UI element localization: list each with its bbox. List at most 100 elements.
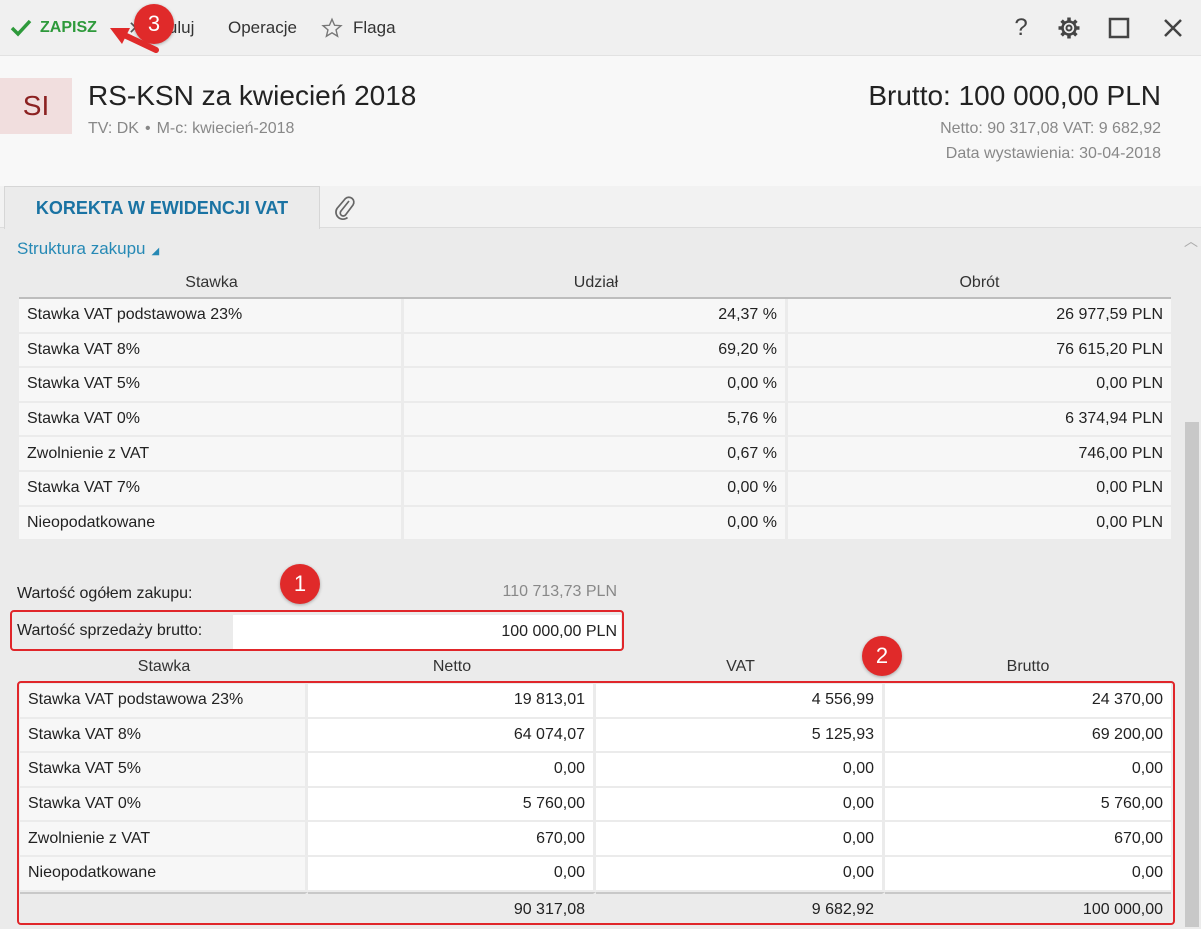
annotation-badge-3: 3	[134, 4, 174, 44]
brutto-cell[interactable]: 670,00	[885, 822, 1171, 857]
table-row[interactable]: Stawka VAT 5% 0,00 0,00 0,00	[20, 753, 1171, 788]
brutto-cell[interactable]: 69 200,00	[885, 718, 1171, 754]
column-header[interactable]: Netto	[432, 658, 472, 675]
tv-label: TV: DK	[88, 120, 139, 137]
share-cell: 0,00 %	[404, 471, 788, 507]
table-row[interactable]: Stawka VAT 8% 69,20 % 76 615,20 PLN	[19, 333, 1171, 369]
column-header[interactable]: Stawka	[19, 269, 404, 299]
turnover-cell: 0,00 PLN	[788, 506, 1171, 542]
collapse-triangle-icon: ◢	[151, 246, 160, 257]
column-header[interactable]: Udział	[404, 269, 788, 299]
table-row[interactable]: Zwolnienie z VAT 0,67 % 746,00 PLN	[19, 437, 1171, 472]
month-label: M-c: kwiecień-2018	[156, 120, 295, 137]
maximize-icon[interactable]	[1104, 14, 1134, 42]
table-row[interactable]: Stawka VAT 0% 5,76 % 6 374,94 PLN	[19, 402, 1171, 438]
close-window-icon[interactable]	[1158, 14, 1188, 42]
brutto-cell[interactable]: 0,00	[885, 753, 1171, 788]
brutto-cell[interactable]: 5 760,00	[885, 787, 1171, 823]
purchase-structure-table: Stawka Udział Obrót Stawka VAT podstawow…	[19, 269, 1171, 542]
table-row[interactable]: Stawka VAT podstawowa 23% 19 813,01 4 556,…	[20, 684, 1171, 719]
annotation-badge-2: 2	[862, 636, 902, 676]
turnover-cell: 0,00 PLN	[788, 471, 1171, 507]
table-row[interactable]: Nieopodatkowane 0,00 % 0,00 PLN	[19, 506, 1171, 542]
section-title: Struktura zakupu	[17, 239, 146, 258]
brutto-cell[interactable]: 24 370,00	[885, 684, 1171, 719]
vat-total: 9 682,92	[596, 891, 885, 924]
netto-vat-summary: Netto: 90 317,08 VAT: 9 682,92	[940, 120, 1161, 137]
vat-breakdown-table: Stawka Netto VAT Brutto Stawka VAT podst…	[20, 650, 1171, 924]
scroll-up-icon[interactable]: ︿	[1184, 233, 1198, 249]
section-toggle-purchase-structure[interactable]: Struktura zakupu ◢	[17, 239, 159, 259]
brutto-total: Brutto: 100 000,00 PLN	[868, 80, 1161, 111]
table-header-row: Stawka Netto VAT Brutto	[20, 650, 1171, 684]
netto-cell[interactable]: 0,00	[308, 856, 596, 892]
rate-cell: Stawka VAT 5%	[19, 368, 404, 403]
column-header[interactable]: Obrót	[788, 269, 1171, 299]
netto-cell[interactable]: 5 760,00	[308, 787, 596, 823]
brutto-cell[interactable]: 0,00	[885, 856, 1171, 892]
rate-cell: Stawka VAT 0%	[19, 402, 404, 438]
gear-icon[interactable]	[1054, 14, 1084, 42]
vat-cell[interactable]: 0,00	[596, 753, 885, 788]
share-cell: 5,76 %	[404, 402, 788, 438]
page-title: RS-KSN za kwiecień 2018	[88, 80, 417, 111]
rate-cell: Nieopodatkowane	[20, 856, 308, 892]
rate-cell: Stawka VAT 0%	[20, 787, 308, 823]
highlight-box-sales	[10, 610, 624, 651]
netto-cell[interactable]: 0,00	[308, 753, 596, 788]
column-header[interactable]: Brutto	[1006, 658, 1050, 675]
table-row[interactable]: Zwolnienie z VAT 670,00 0,00 670,00	[20, 822, 1171, 857]
totals-label-cell	[20, 891, 308, 924]
vat-cell[interactable]: 0,00	[596, 787, 885, 823]
rate-cell: Zwolnienie z VAT	[19, 437, 404, 472]
share-cell: 0,67 %	[404, 437, 788, 472]
tab-vat-correction[interactable]: KOREKTA W EWIDENCJI VAT	[4, 186, 320, 229]
avatar: SI	[0, 78, 72, 134]
table-row[interactable]: Stawka VAT 8% 64 074,07 5 125,93 69 200,00	[20, 718, 1171, 754]
table-row[interactable]: Nieopodatkowane 0,00 0,00 0,00	[20, 856, 1171, 892]
total-purchase-label: Wartość ogółem zakupu:	[17, 585, 193, 602]
tab-attachments[interactable]	[330, 194, 360, 222]
turnover-cell: 6 374,94 PLN	[788, 402, 1171, 438]
turnover-cell: 0,00 PLN	[788, 368, 1171, 403]
sales-gross-field[interactable]: 100 000,00 PLN	[233, 615, 621, 649]
netto-cell[interactable]: 64 074,07	[308, 718, 596, 754]
flag-button[interactable]: Flaga	[321, 16, 396, 40]
table-row[interactable]: Stawka VAT 0% 5 760,00 0,00 5 760,00	[20, 787, 1171, 823]
rate-cell: Zwolnienie z VAT	[20, 822, 308, 857]
vat-cell[interactable]: 0,00	[596, 856, 885, 892]
save-button[interactable]: ZAPISZ	[10, 16, 97, 40]
operations-menu[interactable]: Operacje	[228, 16, 297, 40]
share-cell: 24,37 %	[404, 299, 788, 334]
help-icon[interactable]: ?	[1014, 14, 1028, 41]
column-header[interactable]: VAT	[726, 658, 755, 675]
checkmark-icon	[10, 19, 32, 37]
highlight-box-vat-table	[17, 681, 1175, 925]
star-icon	[321, 17, 343, 38]
rate-cell: Stawka VAT 8%	[20, 718, 308, 754]
document-subtitle: TV: DK • M-c: kwiecień-2018	[88, 120, 295, 137]
vat-cell[interactable]: 0,00	[596, 822, 885, 857]
annotation-arrow-icon	[110, 28, 159, 53]
sales-gross-label: Wartość sprzedaży brutto:	[17, 622, 203, 639]
totals-row: 90 317,08 9 682,92 100 000,00	[20, 891, 1171, 924]
column-header[interactable]: Stawka	[137, 658, 191, 675]
table-row[interactable]: Stawka VAT podstawowa 23% 24,37 % 26 977,5…	[19, 299, 1171, 334]
rate-cell: Stawka VAT 8%	[19, 333, 404, 369]
netto-total: 90 317,08	[308, 891, 596, 924]
netto-cell[interactable]: 670,00	[308, 822, 596, 857]
scrollbar-thumb[interactable]	[1185, 422, 1199, 927]
paperclip-icon	[335, 196, 355, 220]
toolbar: ZAPISZ ✕ Anuluj Operacje Flaga ?	[0, 0, 1201, 56]
vat-cell[interactable]: 4 556,99	[596, 684, 885, 719]
table-row[interactable]: Stawka VAT 5% 0,00 % 0,00 PLN	[19, 368, 1171, 403]
netto-cell[interactable]: 19 813,01	[308, 684, 596, 719]
rate-cell: Nieopodatkowane	[19, 506, 404, 542]
turnover-cell: 746,00 PLN	[788, 437, 1171, 472]
rate-cell: Stawka VAT 7%	[19, 471, 404, 507]
table-row[interactable]: Stawka VAT 7% 0,00 % 0,00 PLN	[19, 471, 1171, 507]
rate-cell: Stawka VAT podstawowa 23%	[20, 684, 308, 719]
vat-cell[interactable]: 5 125,93	[596, 718, 885, 754]
operations-label: Operacje	[228, 18, 297, 37]
tab-bar: KOREKTA W EWIDENCJI VAT	[0, 186, 1201, 229]
